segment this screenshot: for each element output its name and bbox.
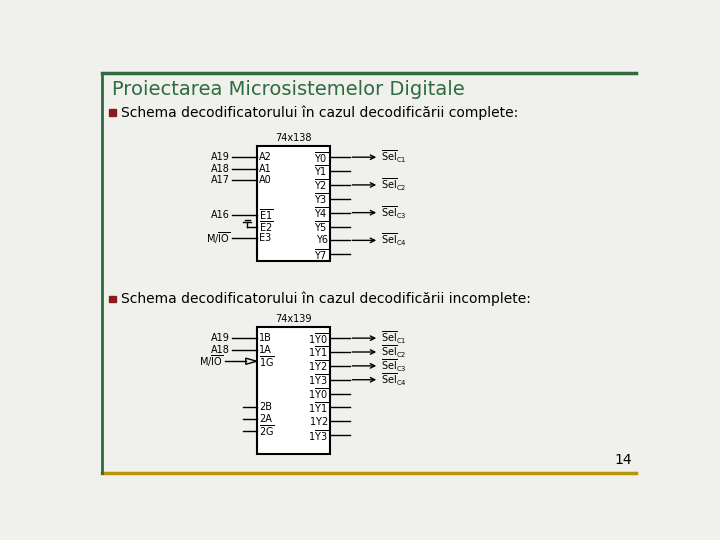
Text: $1\overline{\mathrm{Y0}}$: $1\overline{\mathrm{Y0}}$ — [307, 386, 328, 401]
Text: $\overline{\mathrm{Y7}}$: $\overline{\mathrm{Y7}}$ — [314, 247, 328, 261]
Text: $\overline{\mathrm{Sel}}_{\mathrm{C4}}$: $\overline{\mathrm{Sel}}_{\mathrm{C4}}$ — [381, 232, 406, 248]
Text: A2: A2 — [259, 152, 272, 162]
Text: $\overline{\mathrm{Sel}}_{\mathrm{C2}}$: $\overline{\mathrm{Sel}}_{\mathrm{C2}}$ — [381, 177, 406, 193]
Text: A17: A17 — [211, 176, 230, 185]
Text: A1: A1 — [259, 164, 271, 174]
Text: 14: 14 — [615, 453, 632, 467]
Text: Proiectarea Microsistemelor Digitale: Proiectarea Microsistemelor Digitale — [112, 80, 464, 99]
Text: 74x138: 74x138 — [275, 133, 312, 143]
Text: M/$\overline{\mathrm{IO}}$: M/$\overline{\mathrm{IO}}$ — [206, 231, 230, 246]
Text: $\overline{\mathrm{Sel}}_{\mathrm{C1}}$: $\overline{\mathrm{Sel}}_{\mathrm{C1}}$ — [381, 330, 406, 346]
Text: $1\mathrm{Y2}$: $1\mathrm{Y2}$ — [309, 415, 328, 427]
Text: $\overline{\mathrm{Y2}}$: $\overline{\mathrm{Y2}}$ — [314, 178, 328, 192]
Text: A18: A18 — [212, 164, 230, 174]
Text: $\overline{\mathrm{Y3}}$: $\overline{\mathrm{Y3}}$ — [314, 191, 328, 206]
Text: $1\overline{\mathrm{Y1}}$: $1\overline{\mathrm{Y1}}$ — [307, 345, 328, 360]
Text: A19: A19 — [212, 152, 230, 162]
Text: A16: A16 — [212, 210, 230, 220]
Text: $\overline{\mathrm{Y4}}$: $\overline{\mathrm{Y4}}$ — [314, 205, 328, 220]
Text: $\overline{\mathrm{Y0}}$: $\overline{\mathrm{Y0}}$ — [314, 150, 328, 165]
Text: A0: A0 — [259, 176, 271, 185]
Bar — [109, 296, 116, 302]
Bar — [109, 110, 116, 116]
Text: 2A: 2A — [259, 414, 272, 424]
Text: $1\overline{\mathrm{Y2}}$: $1\overline{\mathrm{Y2}}$ — [307, 359, 328, 373]
Text: 1B: 1B — [259, 333, 272, 343]
Text: $\overline{\mathrm{E2}}$: $\overline{\mathrm{E2}}$ — [259, 219, 274, 234]
Text: A18: A18 — [212, 345, 230, 355]
Text: $1\overline{\mathrm{Y1}}$: $1\overline{\mathrm{Y1}}$ — [307, 400, 328, 415]
Text: $\overline{\mathrm{2G}}$: $\overline{\mathrm{2G}}$ — [259, 423, 275, 438]
Text: $\overline{\mathrm{Y5}}$: $\overline{\mathrm{Y5}}$ — [314, 219, 328, 234]
Text: $\overline{\mathrm{Sel}}_{\mathrm{C2}}$: $\overline{\mathrm{Sel}}_{\mathrm{C2}}$ — [381, 344, 406, 360]
Text: $\overline{\mathrm{Sel}}_{\mathrm{C3}}$: $\overline{\mathrm{Sel}}_{\mathrm{C3}}$ — [381, 358, 406, 374]
Text: 1A: 1A — [259, 345, 271, 355]
Text: Schema decodificatorului în cazul decodificării incomplete:: Schema decodificatorului în cazul decodi… — [121, 292, 531, 306]
Bar — [256, 146, 330, 261]
Text: $\overline{\mathrm{E1}}$: $\overline{\mathrm{E1}}$ — [259, 207, 274, 222]
Text: $\overline{\mathrm{Sel}}_{\mathrm{C3}}$: $\overline{\mathrm{Sel}}_{\mathrm{C3}}$ — [381, 205, 406, 221]
Text: M/$\overline{\mathrm{IO}}$: M/$\overline{\mathrm{IO}}$ — [199, 354, 223, 369]
Text: Y6: Y6 — [316, 235, 328, 245]
Text: 2B: 2B — [259, 402, 272, 413]
Text: $\overline{\mathrm{1G}}$: $\overline{\mathrm{1G}}$ — [259, 354, 275, 369]
Text: $\overline{\mathrm{Sel}}_{\mathrm{C4}}$: $\overline{\mathrm{Sel}}_{\mathrm{C4}}$ — [381, 372, 406, 388]
Text: A19: A19 — [212, 333, 230, 343]
Text: Schema decodificatorului în cazul decodificării complete:: Schema decodificatorului în cazul decodi… — [121, 105, 518, 120]
Text: $1\overline{\mathrm{Y0}}$: $1\overline{\mathrm{Y0}}$ — [307, 330, 328, 346]
Text: 74x139: 74x139 — [275, 314, 312, 325]
Text: $\overline{\mathrm{Sel}}_{\mathrm{C1}}$: $\overline{\mathrm{Sel}}_{\mathrm{C1}}$ — [381, 149, 406, 165]
Bar — [256, 327, 330, 454]
Text: E3: E3 — [259, 233, 271, 243]
Text: $\overline{\mathrm{Y1}}$: $\overline{\mathrm{Y1}}$ — [314, 164, 328, 178]
Text: $1\overline{\mathrm{Y3}}$: $1\overline{\mathrm{Y3}}$ — [307, 428, 328, 443]
Text: $1\overline{\mathrm{Y3}}$: $1\overline{\mathrm{Y3}}$ — [307, 372, 328, 387]
